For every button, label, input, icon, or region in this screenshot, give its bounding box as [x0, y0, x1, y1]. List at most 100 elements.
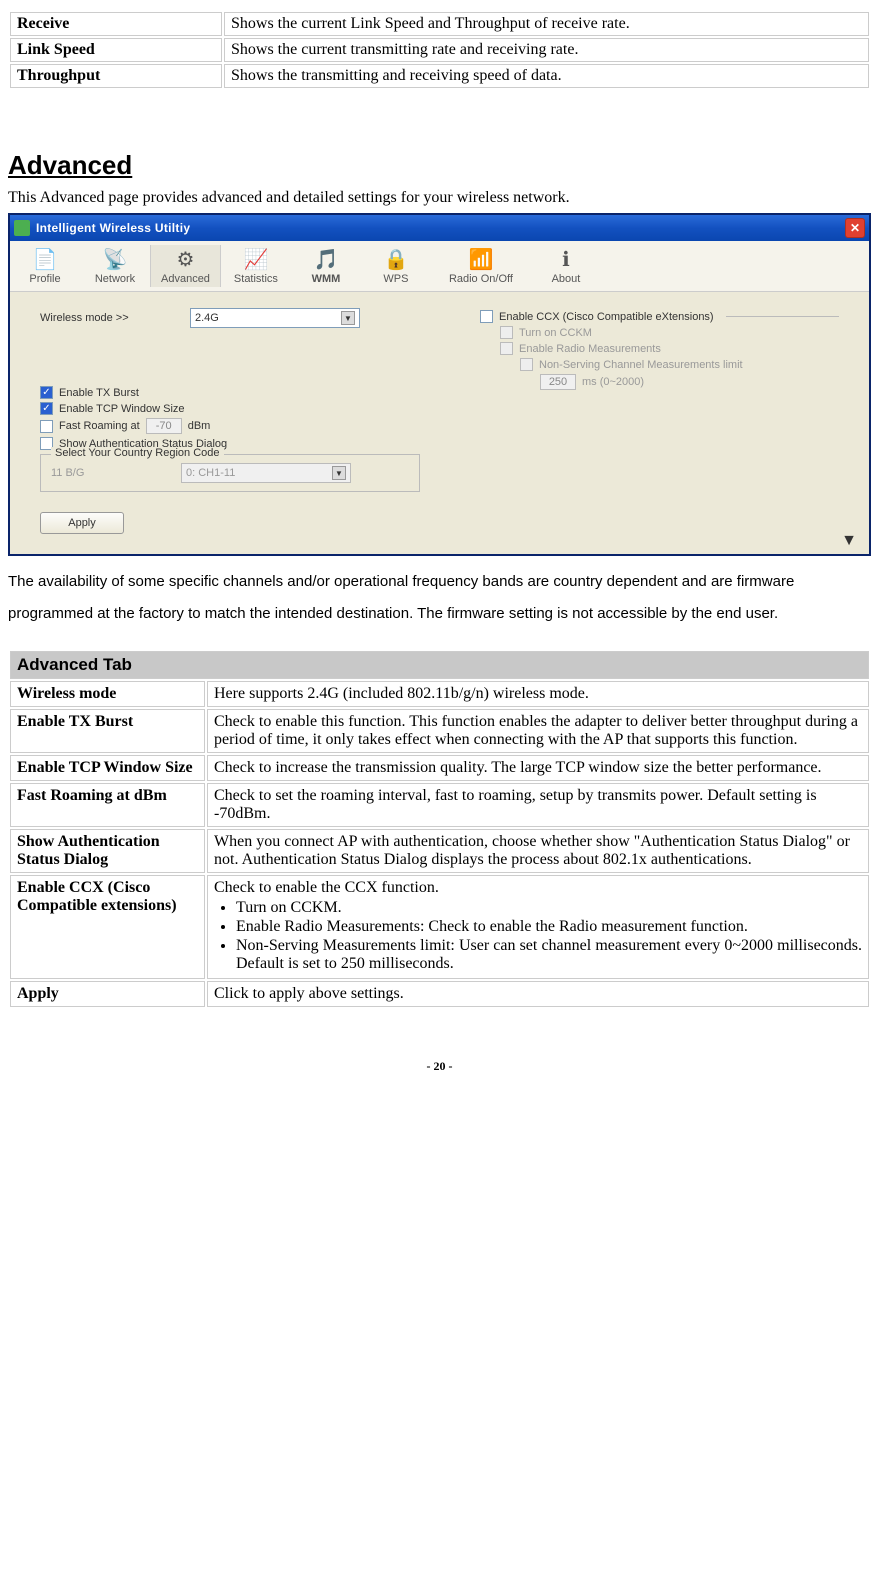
table-row: Enable TX Burst Check to enable this fun…: [10, 709, 869, 753]
list-item: Turn on CCKM.: [236, 899, 862, 917]
checkbox-label: Fast Roaming at: [59, 420, 140, 432]
ccx-bullet-list: Turn on CCKM. Enable Radio Measurements:…: [214, 899, 862, 973]
wireless-mode-dropdown[interactable]: 2.4G ▼: [190, 308, 360, 328]
intro-text: This Advanced page provides advanced and…: [8, 189, 871, 207]
wireless-mode-label: Wireless mode >>: [40, 312, 190, 324]
row-desc: Shows the transmitting and receiving spe…: [224, 64, 869, 88]
tab-label: WPS: [383, 273, 408, 285]
checkbox-label: Enable Radio Measurements: [519, 343, 661, 355]
row-desc: Check to increase the transmission quali…: [207, 755, 869, 781]
list-item: Non-Serving Measurements limit: User can…: [236, 937, 862, 973]
chevron-down-icon: ▼: [341, 311, 355, 325]
advanced-tab-table: Advanced Tab Wireless mode Here supports…: [8, 649, 871, 1009]
tab-statistics[interactable]: 📈 Statistics: [221, 245, 291, 287]
tab-profile[interactable]: 📄 Profile: [10, 245, 80, 287]
row-desc: Check to enable the CCX function. Turn o…: [207, 875, 869, 979]
wmm-icon: 🎵: [312, 247, 340, 271]
page-number: - 20 -: [8, 1059, 871, 1074]
tx-burst-checkbox[interactable]: ✓: [40, 386, 53, 399]
tab-radio[interactable]: 📶 Radio On/Off: [431, 245, 531, 287]
tab-wps[interactable]: 🔒 WPS: [361, 245, 431, 287]
table-row: Enable TCP Window Size Check to increase…: [10, 755, 869, 781]
ms-range-label: ms (0~2000): [582, 376, 644, 388]
checkbox-label: Enable TX Burst: [59, 387, 139, 399]
advanced-icon: ⚙: [171, 247, 199, 271]
tab-label: Profile: [29, 273, 60, 285]
dropdown-value: 2.4G: [195, 312, 219, 324]
list-item: Enable Radio Measurements: Check to enab…: [236, 918, 862, 936]
wps-icon: 🔒: [382, 247, 410, 271]
tab-about[interactable]: ℹ About: [531, 245, 601, 287]
row-label: Enable TCP Window Size: [10, 755, 205, 781]
row-label: Enable TX Burst: [10, 709, 205, 753]
row-label: Throughput: [10, 64, 222, 88]
country-fieldset: Select Your Country Region Code 11 B/G 0…: [40, 454, 420, 492]
tab-label: WMM: [312, 273, 341, 285]
checkbox-label: Turn on CCKM: [519, 327, 592, 339]
row-label: Link Speed: [10, 38, 222, 62]
close-button[interactable]: ✕: [845, 218, 865, 238]
checkbox-label: Enable CCX (Cisco Compatible eXtensions): [499, 311, 714, 323]
row-desc: Shows the current Link Speed and Through…: [224, 12, 869, 36]
fast-roaming-value: -70: [146, 418, 182, 434]
tab-label: Radio On/Off: [449, 273, 513, 285]
profile-icon: 📄: [31, 247, 59, 271]
about-icon: ℹ: [552, 247, 580, 271]
window-title: Intelligent Wireless Utiltiy: [36, 221, 845, 235]
note-paragraph: The availability of some specific channe…: [8, 566, 871, 629]
tab-label: Statistics: [234, 273, 278, 285]
tcp-window-checkbox[interactable]: ✓: [40, 402, 53, 415]
window-titlebar: Intelligent Wireless Utiltiy ✕: [10, 215, 869, 241]
row-label: Enable CCX (Cisco Compatible extensions): [10, 875, 205, 979]
table-row: Fast Roaming at dBm Check to set the roa…: [10, 783, 869, 827]
country-band-label: 11 B/G: [51, 467, 181, 479]
main-toolbar: 📄 Profile 📡 Network ⚙ Advanced 📈 Statist…: [10, 241, 869, 292]
checkbox-label: Enable TCP Window Size: [59, 403, 185, 415]
fieldset-legend: Select Your Country Region Code: [51, 447, 224, 459]
non-serving-checkbox: [520, 358, 533, 371]
ccx-lead-text: Check to enable the CCX function.: [214, 879, 439, 896]
table-row: Throughput Shows the transmitting and re…: [10, 64, 869, 88]
checkbox-label: Non-Serving Channel Measurements limit: [539, 359, 743, 371]
table-row: Apply Click to apply above settings.: [10, 981, 869, 1007]
advanced-panel: Wireless mode >> 2.4G ▼ ✓ Enable TX Burs…: [10, 292, 869, 554]
row-label: Apply: [10, 981, 205, 1007]
statistics-icon: 📈: [242, 247, 270, 271]
row-desc: Check to set the roaming interval, fast …: [207, 783, 869, 827]
table-row: Receive Shows the current Link Speed and…: [10, 12, 869, 36]
row-desc: Click to apply above settings.: [207, 981, 869, 1007]
page-title: Advanced: [8, 150, 871, 181]
top-definitions-table: Receive Shows the current Link Speed and…: [8, 10, 871, 90]
tab-label: Network: [95, 273, 135, 285]
radio-icon: 📶: [467, 247, 495, 271]
tab-wmm[interactable]: 🎵 WMM: [291, 245, 361, 287]
chevron-down-icon: ▼: [332, 466, 346, 480]
row-desc: Check to enable this function. This func…: [207, 709, 869, 753]
row-desc: Here supports 2.4G (included 802.11b/g/n…: [207, 681, 869, 707]
tab-label: Advanced: [161, 273, 210, 285]
row-desc: When you connect AP with authentication,…: [207, 829, 869, 873]
app-window: Intelligent Wireless Utiltiy ✕ 📄 Profile…: [8, 213, 871, 556]
network-icon: 📡: [101, 247, 129, 271]
button-label: Apply: [68, 517, 96, 529]
row-label: Fast Roaming at dBm: [10, 783, 205, 827]
table-row: Link Speed Shows the current transmittin…: [10, 38, 869, 62]
row-label: Receive: [10, 12, 222, 36]
table-row: Show Authentication Status Dialog When y…: [10, 829, 869, 873]
tab-label: About: [552, 273, 581, 285]
table-row: Enable CCX (Cisco Compatible extensions)…: [10, 875, 869, 979]
tab-network[interactable]: 📡 Network: [80, 245, 150, 287]
expand-arrow-icon[interactable]: ▼: [841, 532, 857, 550]
radio-meas-checkbox: [500, 342, 513, 355]
app-icon: [14, 220, 30, 236]
table-row: Wireless mode Here supports 2.4G (includ…: [10, 681, 869, 707]
fast-roaming-checkbox[interactable]: [40, 420, 53, 433]
ms-value: 250: [540, 374, 576, 390]
apply-button[interactable]: Apply: [40, 512, 124, 534]
row-desc: Shows the current transmitting rate and …: [224, 38, 869, 62]
unit-label: dBm: [188, 420, 211, 432]
country-dropdown: 0: CH1-11 ▼: [181, 463, 351, 483]
ccx-checkbox[interactable]: [480, 310, 493, 323]
tab-advanced[interactable]: ⚙ Advanced: [150, 245, 221, 287]
dropdown-value: 0: CH1-11: [186, 467, 235, 479]
